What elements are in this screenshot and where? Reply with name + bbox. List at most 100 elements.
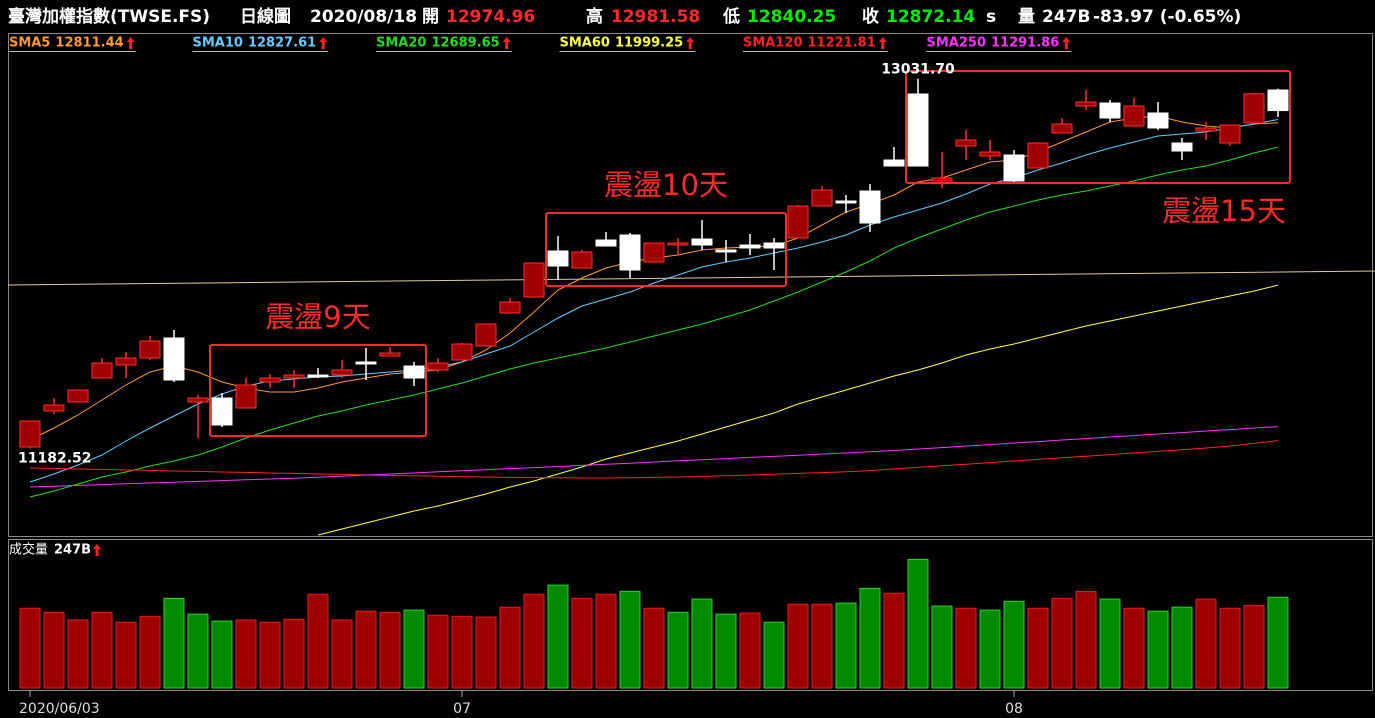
volume-title: 成交量: [9, 542, 48, 558]
price-label: 11182.52: [18, 450, 92, 466]
trend-arrow: [93, 544, 102, 556]
annotation-box: [545, 212, 787, 287]
volume-bar: [1027, 607, 1049, 689]
volume-bar: [1171, 606, 1193, 689]
date: 2020/08/18: [310, 7, 417, 27]
candle-body: [1099, 102, 1121, 119]
close-value: 12872.14: [886, 7, 975, 27]
annotation-label: 震盪9天: [265, 300, 370, 334]
sma-line: [29, 440, 1279, 479]
header: 臺灣加權指數(TWSE.FS) 日線圖 2020/08/18 開 12974.9…: [8, 6, 1241, 27]
annotation-label: 震盪15天: [1162, 194, 1286, 228]
trend-line: [7, 270, 1375, 286]
candle-body: [163, 337, 185, 381]
candle-body: [115, 357, 137, 366]
volume-bar: [307, 593, 329, 689]
sma-line: [317, 284, 1279, 536]
volume-bar: [451, 615, 473, 689]
low-label: 低: [722, 6, 740, 27]
volume-bar: [1195, 598, 1217, 689]
volume-bar: [955, 607, 977, 689]
volume-legend-value: 247B: [54, 543, 91, 558]
candle-body: [499, 301, 521, 314]
trend-arrow: [1062, 37, 1071, 49]
candle-body: [139, 340, 161, 359]
candle-body: [1195, 127, 1217, 132]
candle-body: [979, 151, 1001, 157]
candle-body: [787, 205, 809, 239]
candle-body: [1243, 93, 1265, 124]
candle-body: [715, 249, 737, 253]
volume-bar: [739, 612, 761, 689]
volume-bar: [259, 621, 281, 689]
volume-bar: [1075, 590, 1097, 689]
open-value: 12974.96: [446, 7, 535, 27]
candle-body: [403, 365, 425, 379]
candle-body: [859, 190, 881, 224]
sma-line: [29, 146, 1279, 498]
volume-bar: [283, 618, 305, 689]
period: 日線圖: [240, 6, 291, 27]
trend-arrow: [319, 37, 328, 49]
trend-arrow: [686, 37, 695, 49]
high-label: 高: [586, 6, 603, 27]
candle-body: [643, 242, 665, 263]
legend-value: 12827.61: [248, 36, 316, 51]
candle-body: [835, 200, 857, 204]
candle-body: [67, 389, 89, 403]
volume-bar: [475, 616, 497, 689]
trend-arrow: [126, 37, 135, 49]
close-label: 收: [862, 6, 879, 27]
volume-bar: [715, 613, 737, 689]
volume-bar: [355, 610, 377, 689]
high-value: 12981.58: [611, 7, 700, 27]
volume-bar: [499, 606, 521, 689]
candle-body: [19, 420, 41, 448]
volume-bar: [571, 597, 593, 689]
sma-line: [29, 426, 1279, 488]
volume-bar: [907, 558, 929, 689]
trend-arrow: [878, 37, 887, 49]
legend-value: 11999.25: [615, 36, 683, 51]
volume-bar: [595, 593, 617, 689]
volume-bar: [643, 607, 665, 689]
candle-body: [955, 139, 977, 147]
volume-bar: [691, 598, 713, 689]
volume-bar: [1219, 607, 1241, 689]
candle-body: [811, 189, 833, 207]
volume-bar: [1123, 607, 1145, 689]
annotation-label: 震盪10天: [604, 168, 728, 202]
volume-bar: [115, 621, 137, 689]
candle-body: [211, 397, 233, 426]
volume-bar: [1243, 604, 1265, 689]
volume-bar: [379, 611, 401, 689]
volume-bar: [1147, 610, 1169, 689]
legend-value: 11291.86: [991, 36, 1059, 51]
volume-bar: [187, 613, 209, 689]
volume-bar: [403, 609, 425, 689]
x-tick-label: 08: [1005, 701, 1023, 717]
volume-bar: [619, 590, 641, 689]
volume-bar: [235, 619, 257, 689]
legend-name: SMA60: [560, 36, 610, 51]
volume-bar: [91, 611, 113, 689]
candle-body: [547, 250, 569, 267]
volume-bar: [667, 611, 689, 689]
volume-bar: [835, 602, 857, 689]
price-label: 13031.70: [881, 62, 955, 78]
candle-body: [1267, 89, 1289, 112]
candle-body: [691, 238, 713, 246]
trend-arrow: [502, 37, 511, 49]
volume-bar: [547, 584, 569, 689]
volume-bar: [979, 609, 1001, 689]
candle-body: [667, 242, 689, 246]
candle-body: [1171, 142, 1193, 152]
candle-body: [523, 262, 545, 298]
volume-bar: [427, 614, 449, 689]
volume-bar: [1003, 600, 1025, 689]
candle-body: [907, 93, 929, 167]
candle-body: [619, 234, 641, 271]
volume-bar: [163, 597, 185, 689]
